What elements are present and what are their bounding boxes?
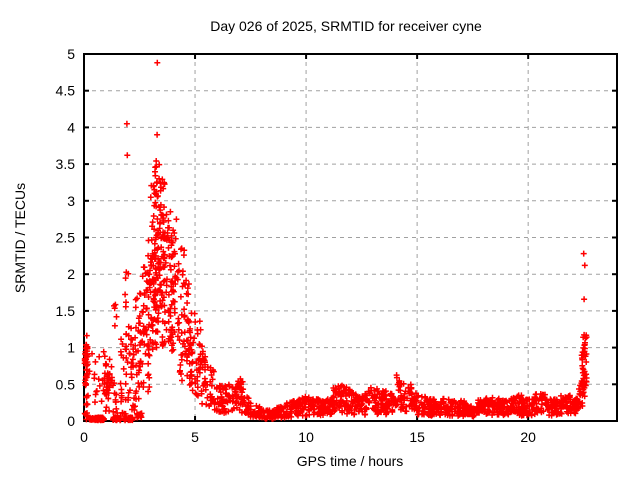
y-tick-label: 2 [67,266,75,282]
x-tick-labels: 0 5 10 15 20 [80,429,536,445]
x-tick-label: 5 [191,429,199,445]
y-tick-label: 1.5 [56,303,76,319]
x-tick-label: 10 [298,429,314,445]
y-tick-labels: 0 0.5 1 1.5 2 2.5 3 3.5 4 4.5 5 [56,46,76,429]
y-tick-label: 4.5 [56,83,76,99]
y-tick-label: 4 [67,119,75,135]
chart-title: Day 026 of 2025, SRMTID for receiver cyn… [210,18,482,34]
y-tick-label: 2.5 [56,230,76,246]
y-tick-label: 3 [67,193,75,209]
x-tick-label: 0 [80,429,88,445]
plot-border [83,53,618,422]
x-tick-label: 20 [520,429,536,445]
y-axis-label: SRMTID / TECUs [12,183,28,293]
scatter-points [81,59,590,424]
x-tick-label: 15 [409,429,425,445]
data-point-markers [81,59,590,424]
y-tick-label: 0.5 [56,376,76,392]
y-tick-label: 5 [67,46,75,62]
x-axis-label: GPS time / hours [297,453,404,469]
y-tick-label: 1 [67,340,75,356]
y-tick-label: 3.5 [56,156,76,172]
y-tick-label: 0 [67,413,75,429]
